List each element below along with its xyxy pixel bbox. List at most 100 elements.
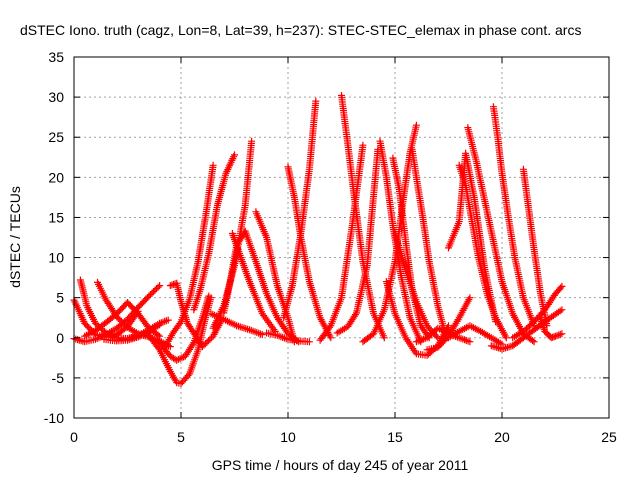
data-series-6 [113, 316, 172, 344]
data-point-marker [154, 283, 162, 291]
data-point-marker [150, 288, 157, 296]
data-series-10 [160, 161, 217, 353]
data-point-marker [113, 313, 121, 321]
data-point-marker [202, 340, 209, 348]
data-series-35 [519, 165, 551, 330]
data-point-marker [498, 340, 506, 348]
data-series-19 [280, 97, 320, 322]
data-point-marker [178, 354, 186, 362]
series-layer [70, 92, 566, 387]
data-point-marker [117, 317, 125, 325]
y-tick-label: -10 [44, 410, 64, 426]
data-point-marker [461, 336, 469, 344]
x-tick-label: 15 [387, 429, 403, 445]
data-series-28 [408, 145, 448, 334]
data-point-marker [156, 282, 164, 290]
data-point-marker [119, 319, 127, 327]
data-point-marker [151, 286, 159, 294]
data-point-marker [206, 335, 214, 343]
data-series-4 [94, 278, 174, 351]
y-tick-label: 10 [48, 250, 64, 266]
data-point-marker [466, 294, 474, 302]
data-point-marker [200, 341, 208, 349]
data-point-marker [351, 311, 359, 319]
data-point-marker [205, 292, 213, 300]
data-point-marker [412, 121, 420, 129]
data-point-marker [189, 340, 197, 348]
data-point-marker [558, 306, 566, 314]
data-series-25 [389, 154, 433, 342]
data-point-marker [466, 338, 474, 346]
y-tick-label: 20 [48, 169, 64, 185]
data-point-marker [148, 289, 156, 297]
data-point-marker [418, 336, 426, 344]
data-point-marker [326, 323, 334, 331]
data-point-marker [277, 333, 285, 341]
data-point-marker [108, 331, 115, 339]
data-point-marker [433, 332, 440, 340]
data-point-marker [153, 285, 160, 293]
data-point-marker [502, 334, 510, 342]
x-tick-label: 10 [280, 429, 296, 445]
data-series-16 [252, 208, 298, 346]
ticks-layer: 0 5 10 15 20 25 -10 -5 0 5 10 15 20 25 30 35 [44, 49, 617, 445]
data-series-22 [333, 145, 382, 337]
data-point-marker [359, 141, 367, 149]
data-point-marker [145, 292, 153, 300]
data-point-marker [380, 334, 388, 342]
y-tick-label: 0 [56, 330, 64, 346]
plot-frame [73, 56, 610, 419]
data-point-marker [164, 316, 172, 324]
data-series-17 [263, 329, 313, 346]
data-series-11 [190, 151, 238, 314]
data-point-marker [116, 316, 124, 324]
y-tick-label: 5 [56, 290, 64, 306]
y-tick-label: 35 [48, 49, 64, 65]
data-point-marker [305, 338, 313, 346]
data-point-marker [529, 337, 537, 345]
data-series-34 [509, 282, 566, 342]
data-point-marker [258, 331, 266, 339]
data-series-39 [412, 324, 474, 346]
x-tick-label: 0 [70, 429, 78, 445]
data-point-marker [173, 356, 181, 364]
data-series-21 [338, 92, 388, 342]
y-tick-label: 25 [48, 129, 64, 145]
x-axis-label: GPS time / hours of day 245 of year 2011 [212, 457, 469, 473]
data-point-marker [146, 291, 154, 299]
chart-title: dSTEC Iono. truth (cagz, Lon=8, Lat=39, … [20, 22, 581, 38]
y-tick-label: 15 [48, 209, 64, 225]
data-point-marker [248, 137, 256, 145]
data-series-38 [537, 314, 566, 342]
data-point-marker [558, 330, 566, 338]
data-point-marker [557, 284, 565, 292]
data-series-15 [228, 230, 279, 335]
data-point-marker [198, 343, 206, 351]
y-tick-label: 30 [48, 89, 64, 105]
data-series-31 [455, 161, 510, 342]
data-series-33 [489, 103, 538, 330]
data-point-marker [184, 372, 192, 379]
x-tick-label: 20 [494, 429, 510, 445]
data-series-26 [391, 230, 442, 342]
y-tick-label: -5 [52, 370, 65, 386]
data-point-marker [209, 161, 217, 169]
data-point-marker [556, 307, 564, 315]
data-point-marker [448, 331, 456, 339]
x-tick-label: 25 [601, 429, 617, 445]
data-series-36 [487, 306, 566, 353]
data-point-marker [114, 314, 122, 322]
data-point-marker [327, 334, 335, 342]
y-axis-label: dSTEC / TECUs [7, 186, 23, 288]
data-point-marker [231, 151, 238, 159]
x-tick-label: 5 [177, 429, 185, 445]
data-point-marker [530, 338, 538, 346]
data-point-marker [159, 318, 167, 326]
data-point-marker [174, 355, 182, 363]
data-series-18 [284, 163, 335, 342]
data-point-marker [312, 97, 320, 105]
data-point-marker [558, 282, 566, 290]
